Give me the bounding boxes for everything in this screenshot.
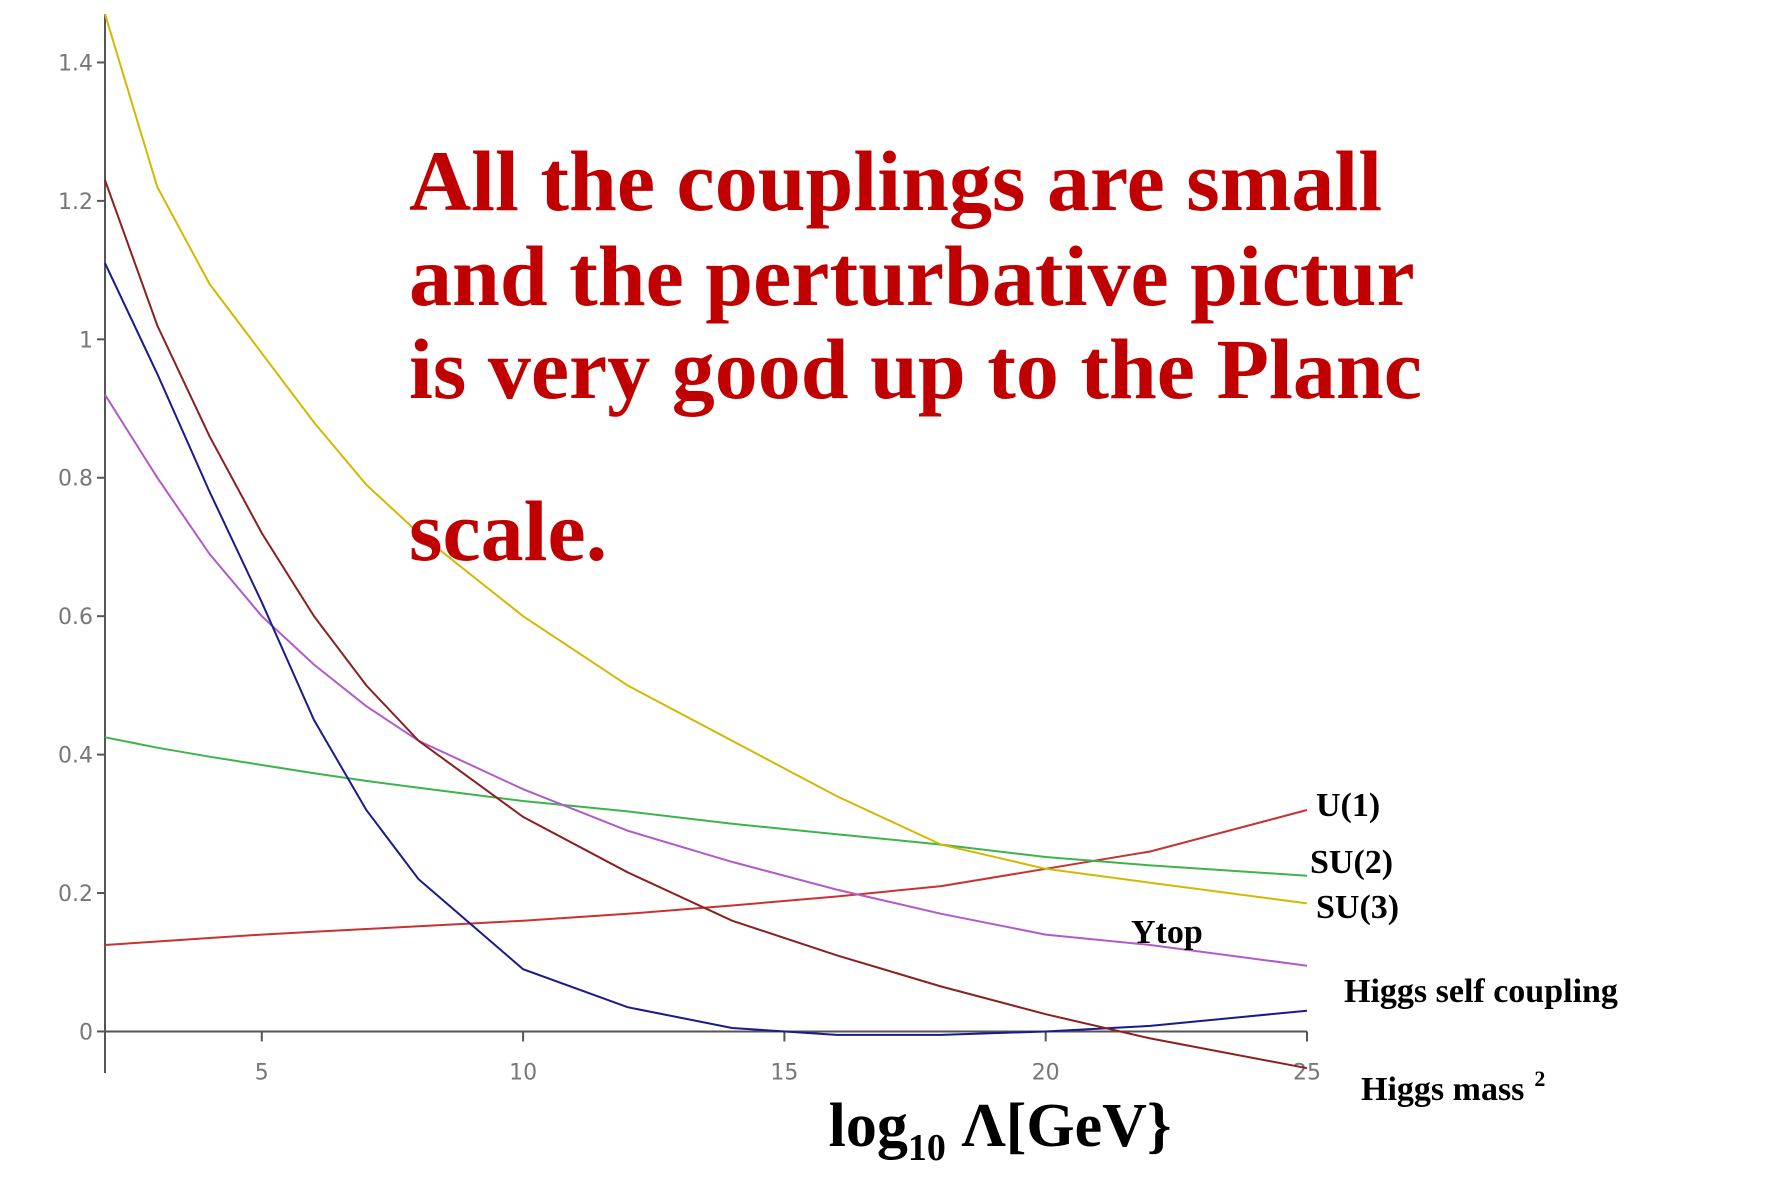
series-name: SU(3) bbox=[1316, 889, 1399, 926]
series-name: SU(2) bbox=[1310, 844, 1393, 881]
series-label: Higgs mass 2 bbox=[1361, 1066, 1545, 1108]
y-tick-label: 0.2 bbox=[58, 882, 93, 907]
series-label: SU(2) bbox=[1310, 844, 1393, 881]
y-tick-label: 1.2 bbox=[58, 190, 93, 215]
y-tick-label: 0.8 bbox=[58, 467, 93, 492]
series-name: Higgs mass bbox=[1361, 1071, 1524, 1108]
series-name: Higgs self coupling bbox=[1344, 973, 1618, 1010]
series-line bbox=[104, 179, 1308, 1070]
series-name: Ytop bbox=[1131, 914, 1203, 951]
x-label-rest: Λ[GeV} bbox=[946, 1092, 1172, 1160]
x-tick-label: 25 bbox=[1293, 1060, 1321, 1085]
series-name-sup: 2 bbox=[1534, 1066, 1545, 1091]
series-name: U(1) bbox=[1316, 787, 1380, 824]
x-label-sub: 10 bbox=[908, 1127, 946, 1169]
series-label: SU(3) bbox=[1316, 889, 1399, 926]
annotation-line: is very good up to the Planc bbox=[409, 321, 1422, 417]
x-tick-label: 15 bbox=[770, 1060, 798, 1085]
series-line bbox=[104, 13, 1308, 905]
annotation-line: All the couplings are small bbox=[409, 133, 1382, 229]
series-label: Higgs self coupling bbox=[1344, 973, 1618, 1010]
y-tick-label: 0.6 bbox=[58, 605, 93, 630]
x-tick-label: 10 bbox=[509, 1060, 537, 1085]
series-line bbox=[104, 736, 1308, 877]
series-line bbox=[104, 809, 1308, 946]
y-tick-label: 0 bbox=[79, 1020, 93, 1045]
annotation-line: scale. bbox=[409, 483, 607, 579]
annotation-line: and the perturbative pictur bbox=[409, 228, 1415, 324]
x-label-main: log bbox=[829, 1092, 908, 1160]
series-label: Ytop bbox=[1131, 914, 1203, 951]
y-tick-label: 1.4 bbox=[58, 51, 93, 76]
y-tick-label: 0.4 bbox=[58, 744, 93, 769]
series-line bbox=[104, 394, 1308, 967]
x-tick-label: 5 bbox=[255, 1060, 269, 1085]
y-tick-label: 1 bbox=[79, 328, 93, 353]
x-axis-label: log10 Λ[GeV} bbox=[829, 1092, 1172, 1169]
x-tick-label: 20 bbox=[1032, 1060, 1060, 1085]
series-label: U(1) bbox=[1316, 787, 1380, 824]
series-line bbox=[104, 262, 1308, 1036]
